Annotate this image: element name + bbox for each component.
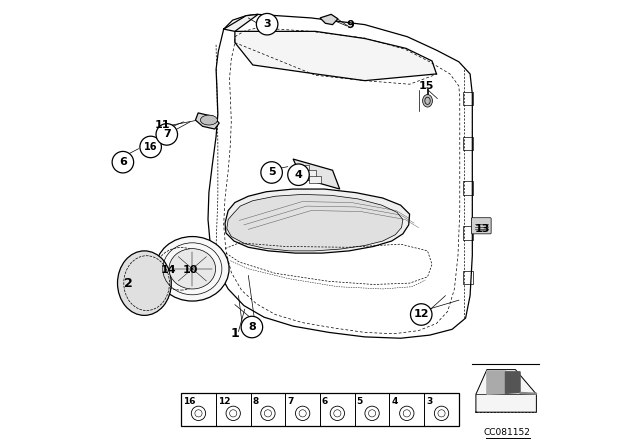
Text: 16: 16 — [144, 142, 157, 152]
Text: 8: 8 — [252, 397, 259, 406]
Circle shape — [410, 304, 432, 325]
Ellipse shape — [200, 115, 218, 125]
Text: 5: 5 — [268, 168, 275, 177]
Polygon shape — [476, 370, 536, 412]
Ellipse shape — [422, 95, 433, 107]
Text: 6: 6 — [322, 397, 328, 406]
Bar — [463, 92, 473, 105]
Text: 3: 3 — [426, 397, 432, 406]
Text: 7: 7 — [287, 397, 293, 406]
Polygon shape — [487, 371, 506, 394]
Bar — [303, 170, 316, 178]
Text: 7: 7 — [163, 129, 171, 139]
Bar — [463, 181, 473, 195]
Polygon shape — [227, 194, 403, 251]
Text: 2: 2 — [124, 276, 132, 290]
Text: 8: 8 — [248, 322, 256, 332]
Circle shape — [365, 406, 380, 421]
Text: 12: 12 — [413, 310, 429, 319]
Text: 4: 4 — [294, 170, 303, 180]
Text: 1: 1 — [230, 327, 239, 340]
Circle shape — [260, 406, 275, 421]
Text: 6: 6 — [119, 157, 127, 167]
FancyBboxPatch shape — [472, 218, 491, 234]
Ellipse shape — [118, 251, 172, 315]
Text: 9: 9 — [346, 20, 355, 30]
Bar — [297, 165, 309, 173]
Circle shape — [156, 124, 177, 145]
Text: 13: 13 — [474, 224, 490, 234]
Polygon shape — [320, 14, 338, 25]
Bar — [463, 271, 473, 284]
Circle shape — [399, 406, 414, 421]
Text: 3: 3 — [263, 19, 271, 29]
Circle shape — [241, 316, 262, 338]
Ellipse shape — [156, 237, 229, 301]
Text: 16: 16 — [183, 397, 195, 406]
Ellipse shape — [169, 249, 216, 289]
Circle shape — [288, 164, 309, 185]
Text: 14: 14 — [161, 265, 177, 275]
Polygon shape — [224, 14, 258, 31]
Circle shape — [296, 406, 310, 421]
Polygon shape — [506, 372, 520, 393]
Circle shape — [191, 406, 205, 421]
Polygon shape — [235, 31, 436, 81]
Circle shape — [112, 151, 134, 173]
Bar — [463, 226, 473, 240]
Text: 11: 11 — [154, 120, 170, 129]
Circle shape — [140, 136, 161, 158]
Circle shape — [261, 162, 282, 183]
Polygon shape — [520, 392, 536, 394]
Bar — [309, 176, 321, 183]
Polygon shape — [293, 159, 340, 189]
Polygon shape — [225, 189, 410, 253]
Bar — [463, 137, 473, 150]
Circle shape — [435, 406, 449, 421]
Polygon shape — [195, 113, 220, 129]
Circle shape — [257, 13, 278, 35]
Text: 4: 4 — [391, 397, 397, 406]
Text: CC081152: CC081152 — [484, 428, 531, 437]
Text: 5: 5 — [356, 397, 363, 406]
Circle shape — [330, 406, 344, 421]
Text: 10: 10 — [182, 265, 198, 275]
Circle shape — [226, 406, 241, 421]
Text: 12: 12 — [218, 397, 230, 406]
Text: 15: 15 — [419, 81, 435, 91]
Bar — [181, 393, 459, 426]
